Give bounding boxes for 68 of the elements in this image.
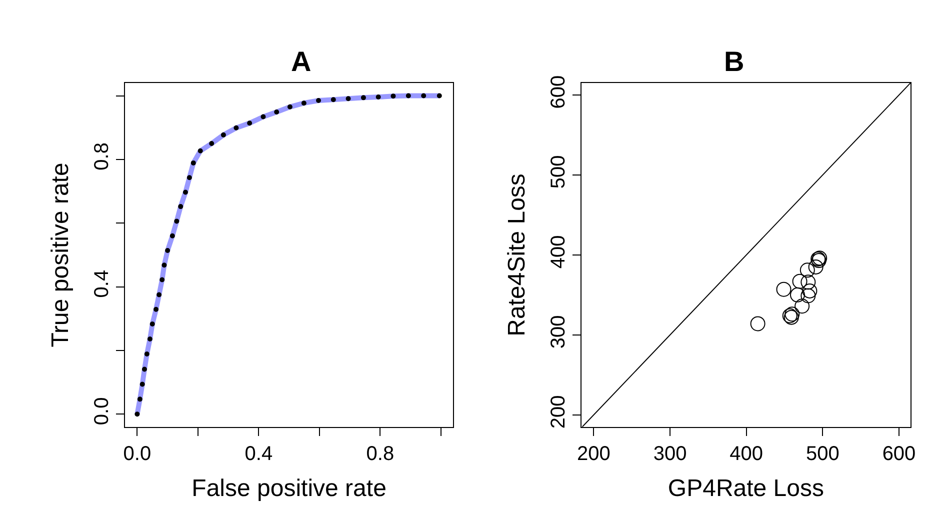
point xyxy=(186,175,192,180)
point xyxy=(794,298,810,314)
point xyxy=(421,93,426,98)
point xyxy=(147,336,152,342)
y-tick-label: 0.4 xyxy=(91,270,114,298)
point xyxy=(170,233,175,238)
point xyxy=(178,204,184,210)
point xyxy=(234,125,239,130)
point xyxy=(346,96,351,102)
point xyxy=(160,277,165,282)
point xyxy=(150,322,155,327)
x-tick-label: 0.4 xyxy=(244,442,273,465)
point xyxy=(140,382,145,387)
y-axis-title: Rate4Site Loss xyxy=(504,174,531,336)
point xyxy=(182,190,188,195)
y-tick-label: 500 xyxy=(548,155,570,189)
x-tick-label: 400 xyxy=(730,442,764,465)
point xyxy=(750,316,766,332)
point xyxy=(376,94,381,100)
x-tick-label: 600 xyxy=(882,442,916,465)
point xyxy=(802,283,818,298)
point xyxy=(406,93,411,98)
point xyxy=(134,412,140,417)
point xyxy=(260,114,266,120)
point xyxy=(390,94,396,99)
point xyxy=(190,160,196,166)
point xyxy=(247,120,252,126)
point xyxy=(154,306,159,312)
point xyxy=(137,396,142,402)
point xyxy=(287,104,292,110)
y-tick-label: 300 xyxy=(548,315,570,349)
point xyxy=(800,274,816,290)
point xyxy=(301,100,306,106)
x-tick-label: 200 xyxy=(577,442,610,465)
point xyxy=(792,274,808,289)
x-axis-title: False positive rate xyxy=(192,475,386,502)
point xyxy=(198,148,203,154)
x-tick-label: 0.0 xyxy=(123,442,152,465)
chart-title: B xyxy=(724,46,744,77)
point xyxy=(800,262,815,278)
y-tick-label: 400 xyxy=(548,235,570,269)
y-axis-title: True positive rate xyxy=(47,162,74,348)
point xyxy=(436,93,442,98)
y-tick-label: 200 xyxy=(548,395,570,429)
point xyxy=(800,288,816,304)
x-tick-label: 300 xyxy=(653,442,687,465)
point xyxy=(174,218,180,224)
chart-title: A xyxy=(291,46,312,77)
point xyxy=(165,248,170,253)
point xyxy=(156,292,162,298)
x-axis-title: GP4Rate Loss xyxy=(668,475,824,502)
point xyxy=(274,109,280,114)
point xyxy=(209,141,214,146)
point xyxy=(144,351,150,356)
y-tick-label: 600 xyxy=(548,75,570,109)
point xyxy=(808,259,824,274)
point xyxy=(790,287,805,302)
y-tick-label: 0.0 xyxy=(91,397,114,426)
y-tick-label: 0.8 xyxy=(91,142,114,170)
x-tick-label: 500 xyxy=(806,442,840,465)
point xyxy=(330,97,336,102)
point xyxy=(360,95,366,100)
point xyxy=(162,262,167,268)
point xyxy=(220,132,226,138)
x-tick-label: 0.8 xyxy=(366,442,394,465)
point xyxy=(316,98,322,104)
point xyxy=(142,366,147,372)
point xyxy=(776,282,792,297)
